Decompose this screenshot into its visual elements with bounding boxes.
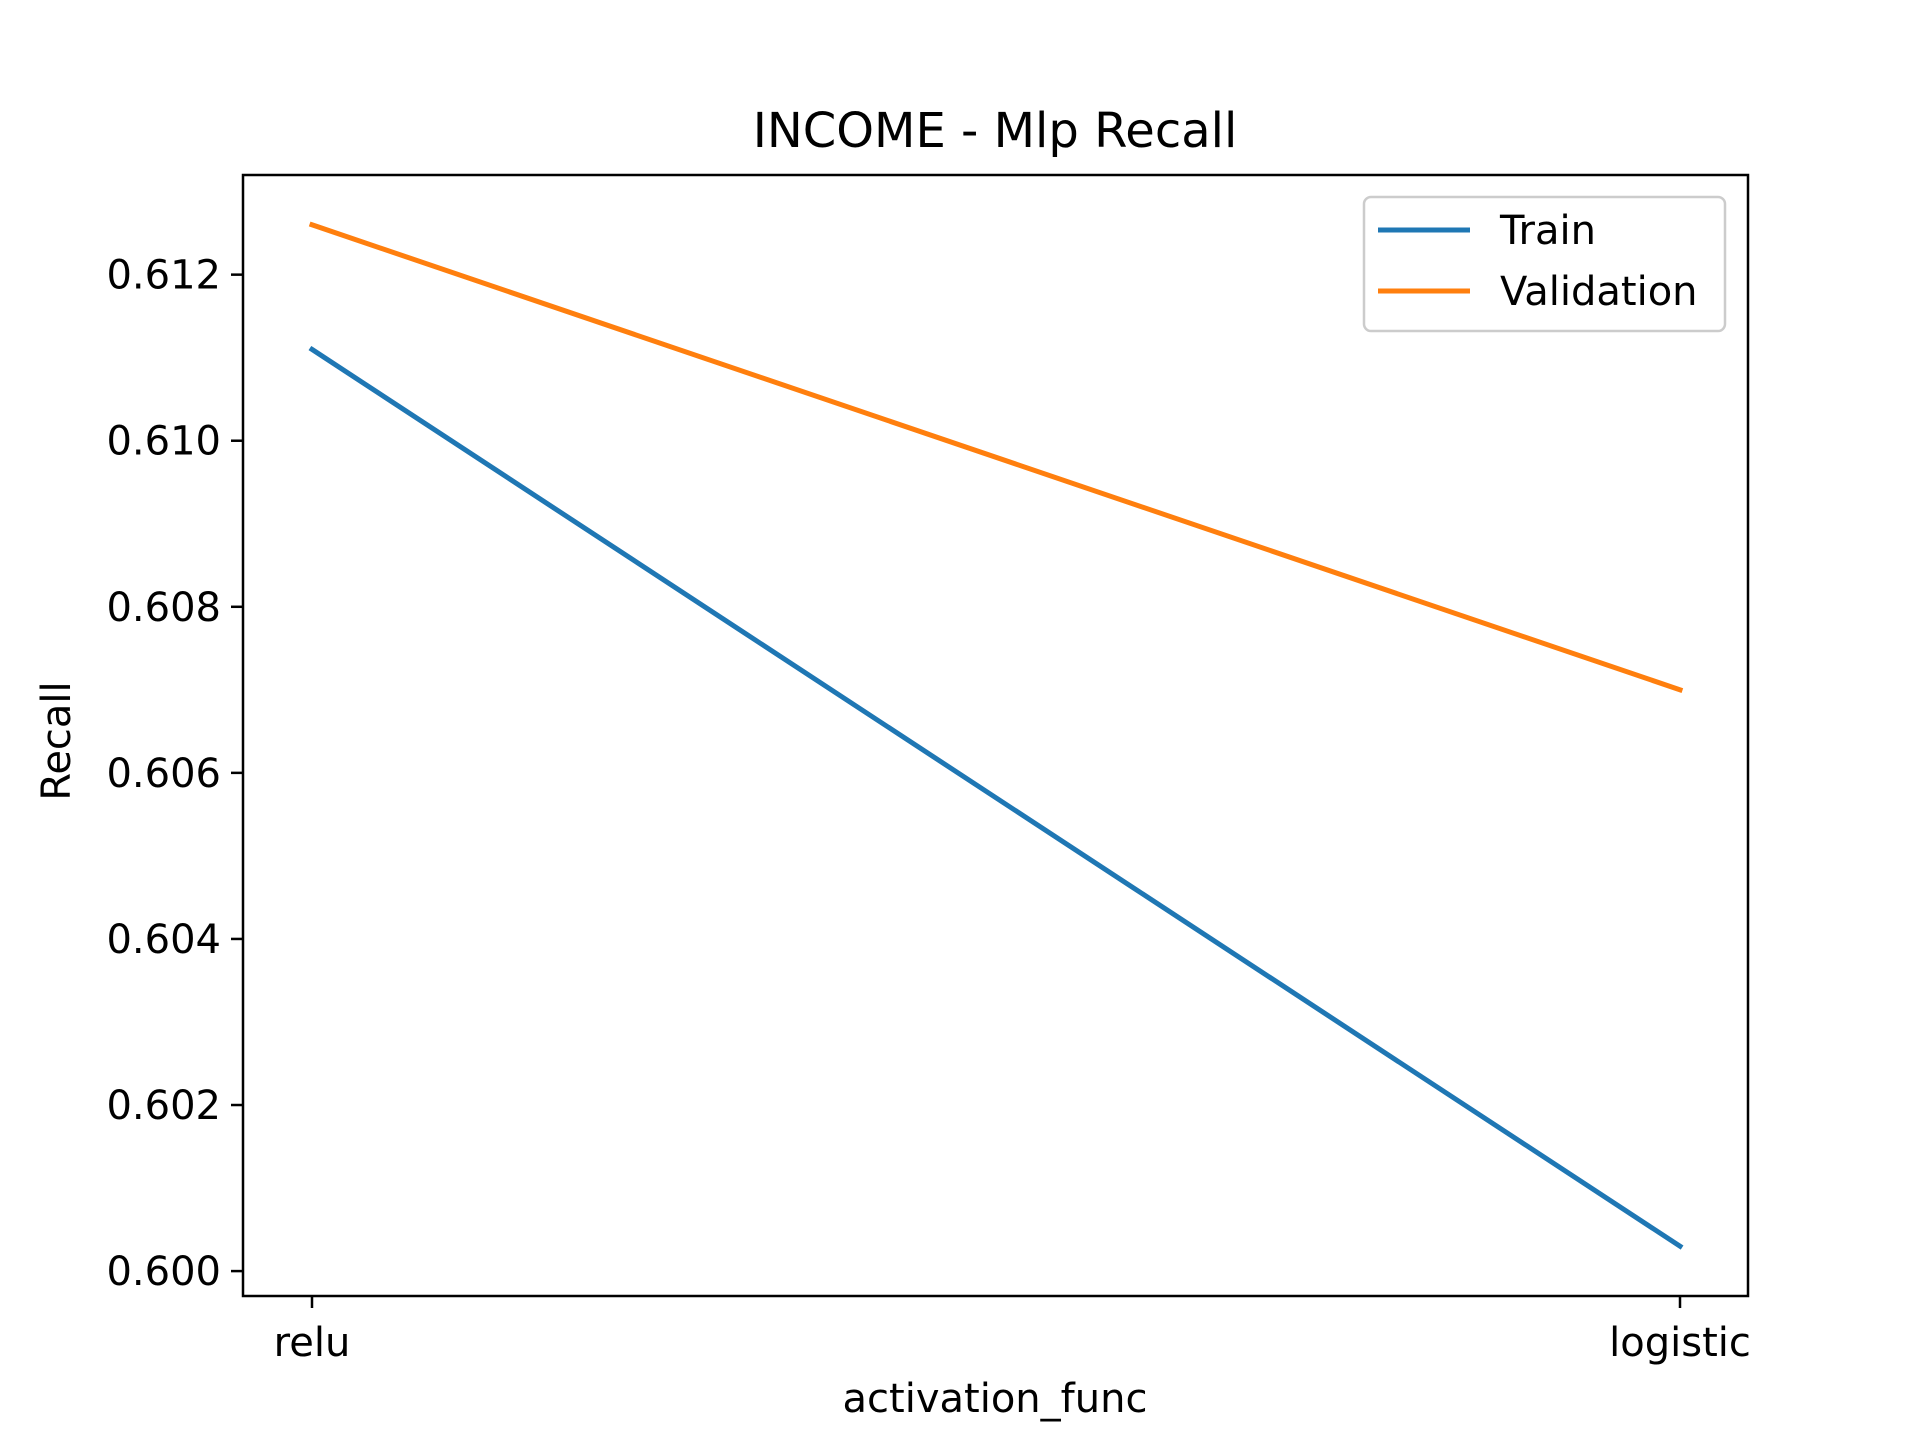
- x-tick-label-relu: relu: [274, 1320, 351, 1366]
- y-tick-label: 0.600: [106, 1249, 221, 1295]
- x-axis-label: activation_func: [843, 1376, 1148, 1422]
- series-line-validation: [308, 221, 1684, 693]
- series-layer: [308, 221, 1684, 1250]
- x-tick-label-logistic: logistic: [1609, 1320, 1751, 1366]
- x-axis-ticks: relu logistic: [274, 1296, 1751, 1366]
- y-tick-label: 0.604: [106, 917, 221, 963]
- series-line-train: [308, 345, 1684, 1250]
- axes-frame: [241, 173, 1750, 1298]
- y-tick-label: 0.602: [106, 1083, 221, 1129]
- legend-label-train: Train: [1499, 208, 1596, 254]
- y-tick-label: 0.606: [106, 751, 221, 797]
- y-axis-ticks: 0.600 0.602 0.604 0.606 0.608 0.610 0.612: [106, 253, 243, 1295]
- plot-area: [241, 173, 1750, 1298]
- y-tick-label: 0.612: [106, 253, 221, 299]
- legend: Train Validation: [1362, 195, 1727, 333]
- chart-title: INCOME - Mlp Recall: [753, 103, 1238, 159]
- y-tick-label: 0.610: [106, 419, 221, 465]
- legend-label-validation: Validation: [1500, 269, 1698, 315]
- y-tick-label: 0.608: [106, 585, 221, 631]
- y-axis-label: Recall: [34, 681, 80, 800]
